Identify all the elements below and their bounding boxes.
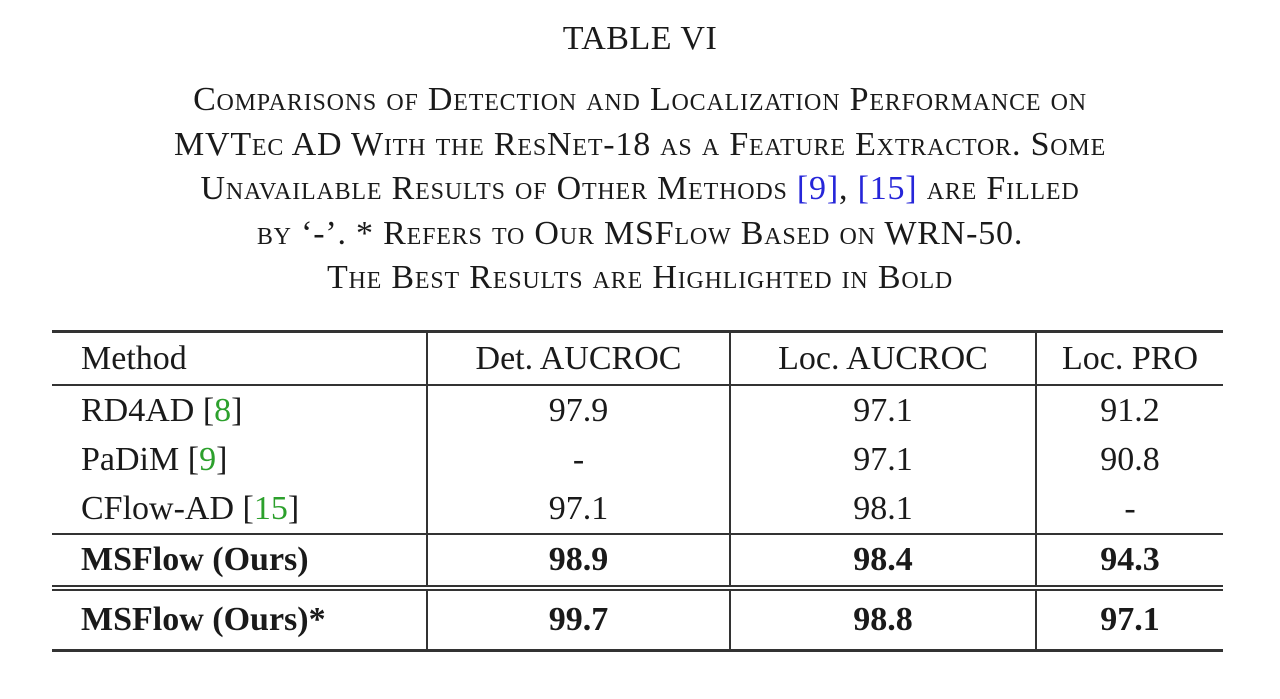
caption-line: Comparisons of Detection and Localizatio…: [0, 78, 1280, 123]
reference-link[interactable]: 15: [253, 489, 288, 527]
loc-pro-cell: -: [1124, 489, 1136, 527]
loc-aucroc-cell: 98.1: [730, 484, 1037, 534]
method-cell: MSFlow (Ours)*: [52, 588, 428, 651]
method-cell: PaDiM [9]: [52, 435, 428, 484]
msflow-wrn50-row: MSFlow (Ours)* 99.7 98.8 97.1: [52, 588, 1223, 651]
caption-text: The Best Results are Highlighted in Bold: [326, 259, 954, 296]
caption-line: Unavailable Results of Other Methods [9]…: [0, 167, 1280, 212]
loc-pro-cell: 97.1: [1100, 601, 1160, 638]
loc-pro-cell: 90.8: [1100, 440, 1160, 478]
det-aucroc-cell: 97.1: [427, 484, 731, 534]
loc-aucroc-cell: 97.1: [730, 385, 1037, 435]
det-aucroc-cell: 97.9: [427, 385, 731, 435]
caption-text: by ‘-’. * Refers to Our MSFlow Based on …: [256, 214, 1024, 252]
table-label: TABLE VI: [562, 20, 718, 57]
caption-line: by ‘-’. * Refers to Our MSFlow Based on …: [0, 212, 1280, 257]
loc-aucroc-cell: 98.8: [730, 588, 1037, 651]
loc-aucroc-cell: 97.1: [730, 435, 1037, 484]
header-method: Method: [52, 331, 428, 385]
reference-link[interactable]: 9: [199, 440, 217, 478]
table-row: PaDiM [9] - 97.1 90.8: [52, 435, 1223, 484]
caption-text: MVTec AD With the ResNet-18 as a Feature…: [173, 125, 1107, 163]
citation-link[interactable]: [9]: [796, 170, 839, 207]
table-row: CFlow-AD [15] 97.1 98.1 -: [52, 484, 1223, 534]
method-name: CFlow-AD: [81, 489, 235, 527]
method-name: PaDiM: [81, 440, 180, 478]
loc-pro-cell: 91.2: [1100, 391, 1160, 429]
caption-text: Comparisons of Detection and Localizatio…: [193, 81, 1087, 118]
method-cell: MSFlow (Ours): [52, 534, 428, 588]
det-aucroc-cell: 99.7: [427, 588, 731, 651]
header-loc-aucroc: Loc. AUCROC: [730, 331, 1037, 385]
citation-link[interactable]: [15]: [857, 170, 918, 207]
header-loc-pro: Loc. PRO: [1062, 339, 1198, 377]
table-caption: Comparisons of Detection and Localizatio…: [0, 78, 1280, 301]
det-aucroc-cell: 98.9: [427, 534, 731, 588]
caption-line: The Best Results are Highlighted in Bold: [0, 256, 1280, 301]
msflow-row: MSFlow (Ours) 98.9 98.4 94.3: [52, 534, 1223, 588]
loc-pro-cell: 94.3: [1100, 541, 1160, 578]
caption-text: are Filled: [917, 170, 1080, 207]
caption-line: MVTec AD With the ResNet-18 as a Feature…: [0, 123, 1280, 168]
caption-text: Unavailable Results of Other Methods: [200, 170, 797, 207]
loc-aucroc-cell: 98.4: [730, 534, 1037, 588]
header-det-aucroc: Det. AUCROC: [427, 331, 731, 385]
caption-text: ,: [838, 170, 858, 207]
method-name: RD4AD: [81, 391, 195, 429]
header-row: Method Det. AUCROC Loc. AUCROC Loc. PRO: [52, 331, 1223, 385]
table-row: RD4AD [8] 97.9 97.1 91.2: [52, 385, 1223, 435]
results-table: Method Det. AUCROC Loc. AUCROC Loc. PRO …: [52, 330, 1223, 652]
reference-link[interactable]: 8: [214, 391, 232, 429]
method-cell: RD4AD [8]: [52, 385, 428, 435]
method-cell: CFlow-AD [15]: [52, 484, 428, 534]
det-aucroc-cell: -: [427, 435, 731, 484]
